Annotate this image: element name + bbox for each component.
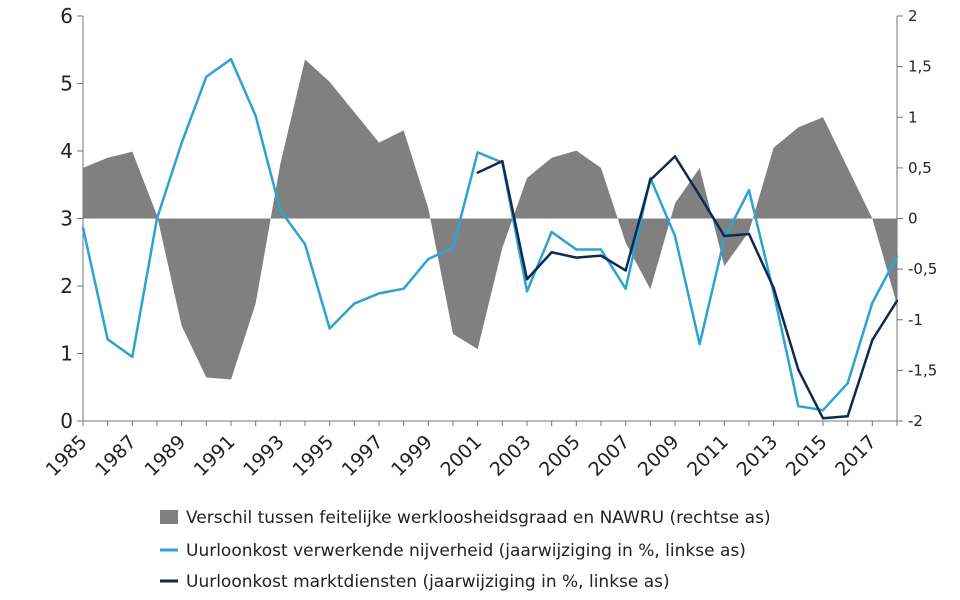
left-tick-label: 3 [60,207,73,231]
data-point [180,141,183,145]
data-point [427,257,430,261]
data-point [649,178,652,182]
axes-layer [77,15,903,426]
data-point [871,338,874,342]
x-tick-label: 2009 [634,431,684,481]
right-tick-label: -2 [908,412,923,430]
right-tick-label: -1 [908,311,923,329]
x-tick-label: 1987 [91,431,141,481]
data-point [106,338,109,341]
right-tick-label: 0,5 [908,159,932,177]
x-tick-label: 1991 [190,431,240,481]
data-point [698,194,701,197]
right-tick-label: 2 [908,7,918,25]
data-point [550,251,553,254]
data-point [846,415,849,418]
data-point [895,255,899,258]
legend-label-services: Uurloonkost marktdiensten (jaarwijziging… [186,572,670,592]
x-tick-label: 2015 [782,431,832,481]
line-series-2 [477,155,899,420]
data-point [797,368,800,371]
data-point [871,301,874,305]
data-point [797,404,800,408]
left-tick-label: 1 [60,342,73,366]
data-point [575,256,578,259]
x-tick-label: 2001 [436,431,486,481]
data-point [451,246,455,249]
legend-swatch-area [160,510,178,524]
x-tick-label: 1995 [288,431,338,481]
x-tick-label: 2011 [683,431,733,481]
data-point [747,232,751,236]
data-point [821,417,825,420]
data-point [81,226,85,230]
data-point [747,188,751,192]
data-point [353,302,356,305]
data-point [624,269,627,272]
data-point [254,114,257,118]
legend-label-area: Verschil tussen feitelijke werkloosheids… [186,508,771,528]
left-tick-label: 6 [60,4,73,28]
data-point [131,355,134,359]
data-point [476,151,479,154]
data-point [821,409,825,412]
right-tick-label: 1 [908,108,918,126]
data-point [599,248,603,251]
data-point [673,155,677,158]
data-point [772,286,775,290]
right-tick-label: 1,5 [908,58,932,76]
x-tick-label: 1989 [140,431,190,481]
data-point [895,299,899,303]
x-tick-label: 1997 [338,431,388,481]
x-tick-label: 2017 [831,431,881,481]
x-tick-label: 1993 [239,431,289,481]
line-series-layer [81,57,899,420]
data-point [476,171,479,174]
x-tick-label: 2005 [535,431,585,481]
data-point [229,58,233,61]
data-point [599,254,603,257]
x-tick-label: 2003 [486,431,536,481]
left-tick-label: 2 [60,274,73,298]
right-tick-label: -1,5 [908,361,937,379]
data-point [550,230,553,234]
data-point [155,217,159,220]
data-point [698,342,701,346]
legend: Verschil tussen feitelijke werkloosheids… [160,508,771,592]
right-tick-label: 0 [908,210,918,228]
area-series-layer [83,59,897,380]
data-point [525,278,529,281]
data-point [575,248,578,251]
data-point [624,287,627,290]
data-point [377,292,381,295]
data-point [328,327,331,330]
line-series-1 [81,57,899,412]
x-tick-label: 1999 [387,431,437,481]
right-tick-label: -0,5 [908,260,937,278]
left-tick-label: 5 [60,72,73,96]
data-point [525,290,529,293]
legend-label-manufacturing: Uurloonkost verwerkende nijverheid (jaar… [186,541,746,561]
data-point [723,234,726,238]
data-point [279,209,282,212]
data-point [402,287,405,290]
data-point [303,242,307,246]
data-point [673,234,677,238]
area-series-0 [83,59,897,380]
x-tick-label: 2007 [584,431,634,481]
data-point [723,237,726,240]
x-tick-label: 2013 [732,431,782,481]
x-tick-label: 1985 [42,431,92,481]
left-tick-label: 0 [60,409,73,433]
left-tick-label: 4 [60,139,73,163]
data-point [205,75,208,78]
data-point [501,159,504,163]
data-point [846,382,849,385]
